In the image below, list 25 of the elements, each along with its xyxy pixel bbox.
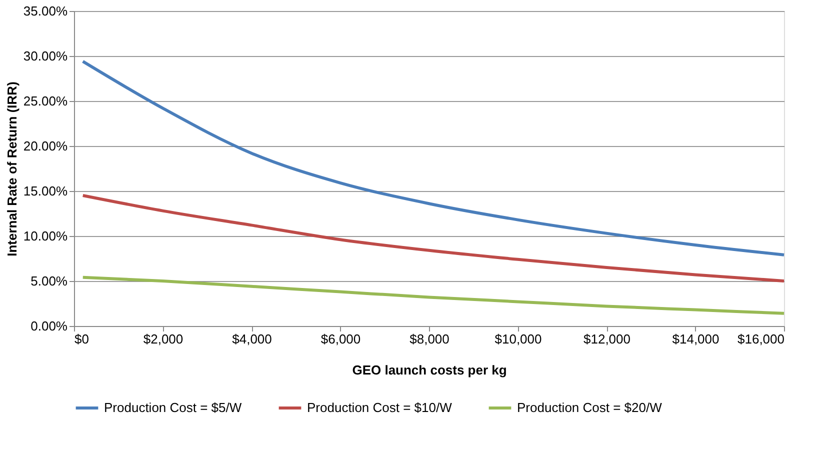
y-tick-label: 20.00% [23, 138, 68, 154]
x-tick-label: $6,000 [320, 332, 361, 346]
line-series [81, 276, 786, 315]
y-tick-label: 10.00% [23, 228, 68, 244]
y-tick-label: 5.00% [30, 274, 68, 288]
x-tick-label: $2,000 [143, 332, 184, 346]
legend-label: Production Cost = $5/W [104, 400, 242, 415]
legend-label: Production Cost = $10/W [307, 400, 453, 415]
x-tick-label: $12,000 [584, 332, 630, 346]
y-tick-label: 30.00% [23, 48, 68, 64]
x-tick-label: $14,000 [672, 332, 720, 346]
y-tick-label: 15.00% [23, 184, 68, 198]
x-tick-label: $4,000 [232, 332, 272, 346]
x-tick-label: $0 [74, 332, 89, 346]
legend-label: Production Cost = $20/W [517, 400, 663, 415]
x-tick-label: $10,000 [494, 332, 542, 346]
x-tick-label: $8,000 [410, 332, 450, 346]
line-series [81, 60, 786, 256]
y-tick-label: 35.00% [23, 4, 68, 18]
y-axis-title: Internal Rate of Return (IRR) [4, 82, 20, 256]
line-series [81, 194, 786, 282]
y-tick-label: 0.00% [30, 318, 68, 334]
x-axis-title: GEO launch costs per kg [352, 362, 507, 378]
x-tick-label: $16,000 [738, 332, 784, 346]
y-tick-label: 25.00% [23, 94, 68, 108]
